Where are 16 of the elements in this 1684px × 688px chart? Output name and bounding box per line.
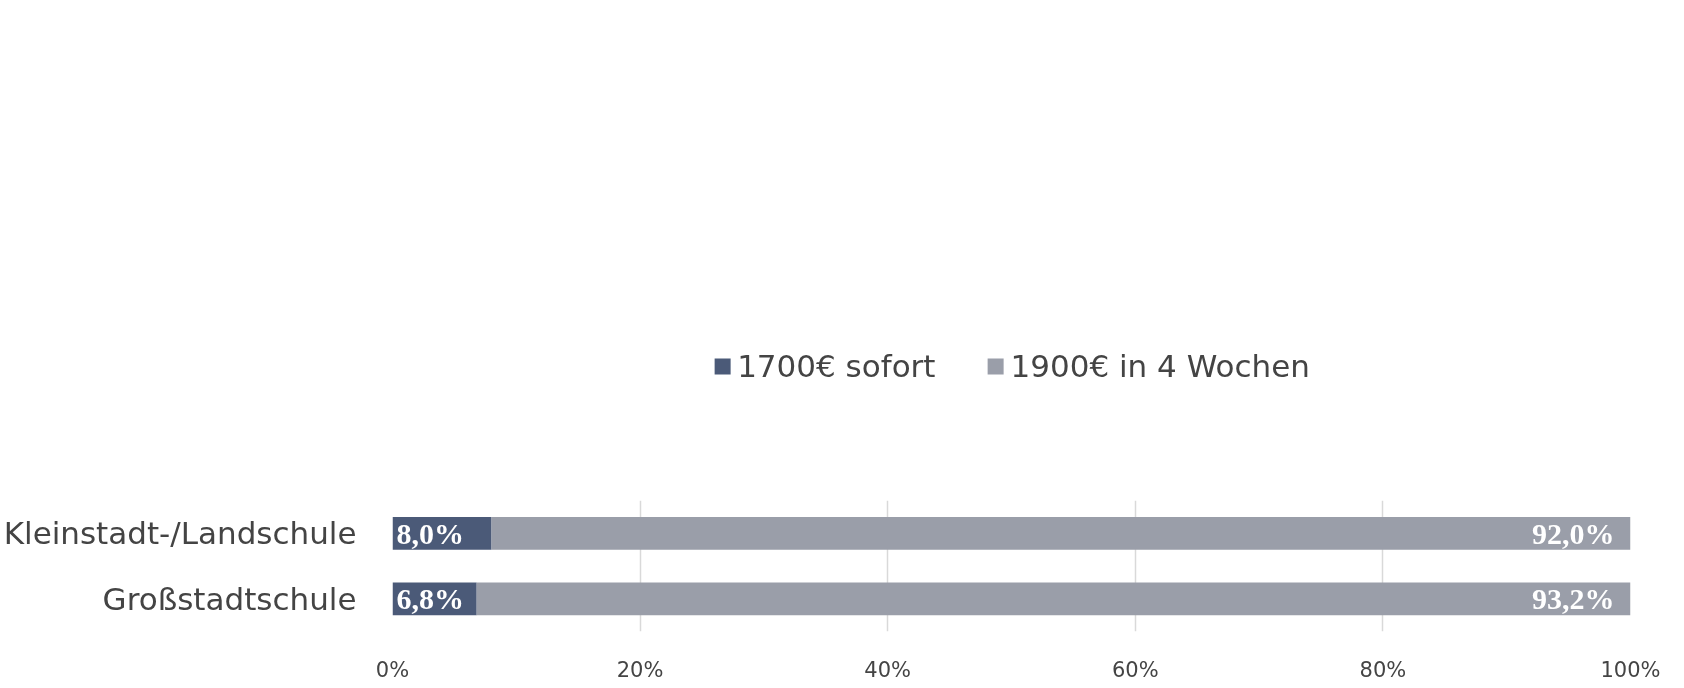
bar (476, 582, 1631, 616)
x-tick-label: 0% (375, 657, 410, 682)
legend-label: 1900€ in 4 Wochen (1010, 348, 1310, 384)
x-tick-label: 80% (1359, 657, 1407, 682)
x-tick-label: 20% (616, 657, 664, 682)
data-label: 8,0% (396, 516, 464, 550)
bar (491, 516, 1631, 550)
data-label: 6,8% (396, 582, 464, 616)
x-tick-label: 40% (864, 657, 912, 682)
y-tick-label: Kleinstadt-/Landschule (3, 515, 357, 552)
x-tick-label: 100% (1600, 657, 1661, 682)
legend-label: 1700€ sofort (737, 348, 936, 384)
data-label: 92,0% (1532, 516, 1615, 550)
y-tick-label: Großstadtschule (102, 580, 357, 617)
x-tick-label: 60% (1111, 657, 1159, 682)
data-label: 93,2% (1532, 582, 1615, 616)
